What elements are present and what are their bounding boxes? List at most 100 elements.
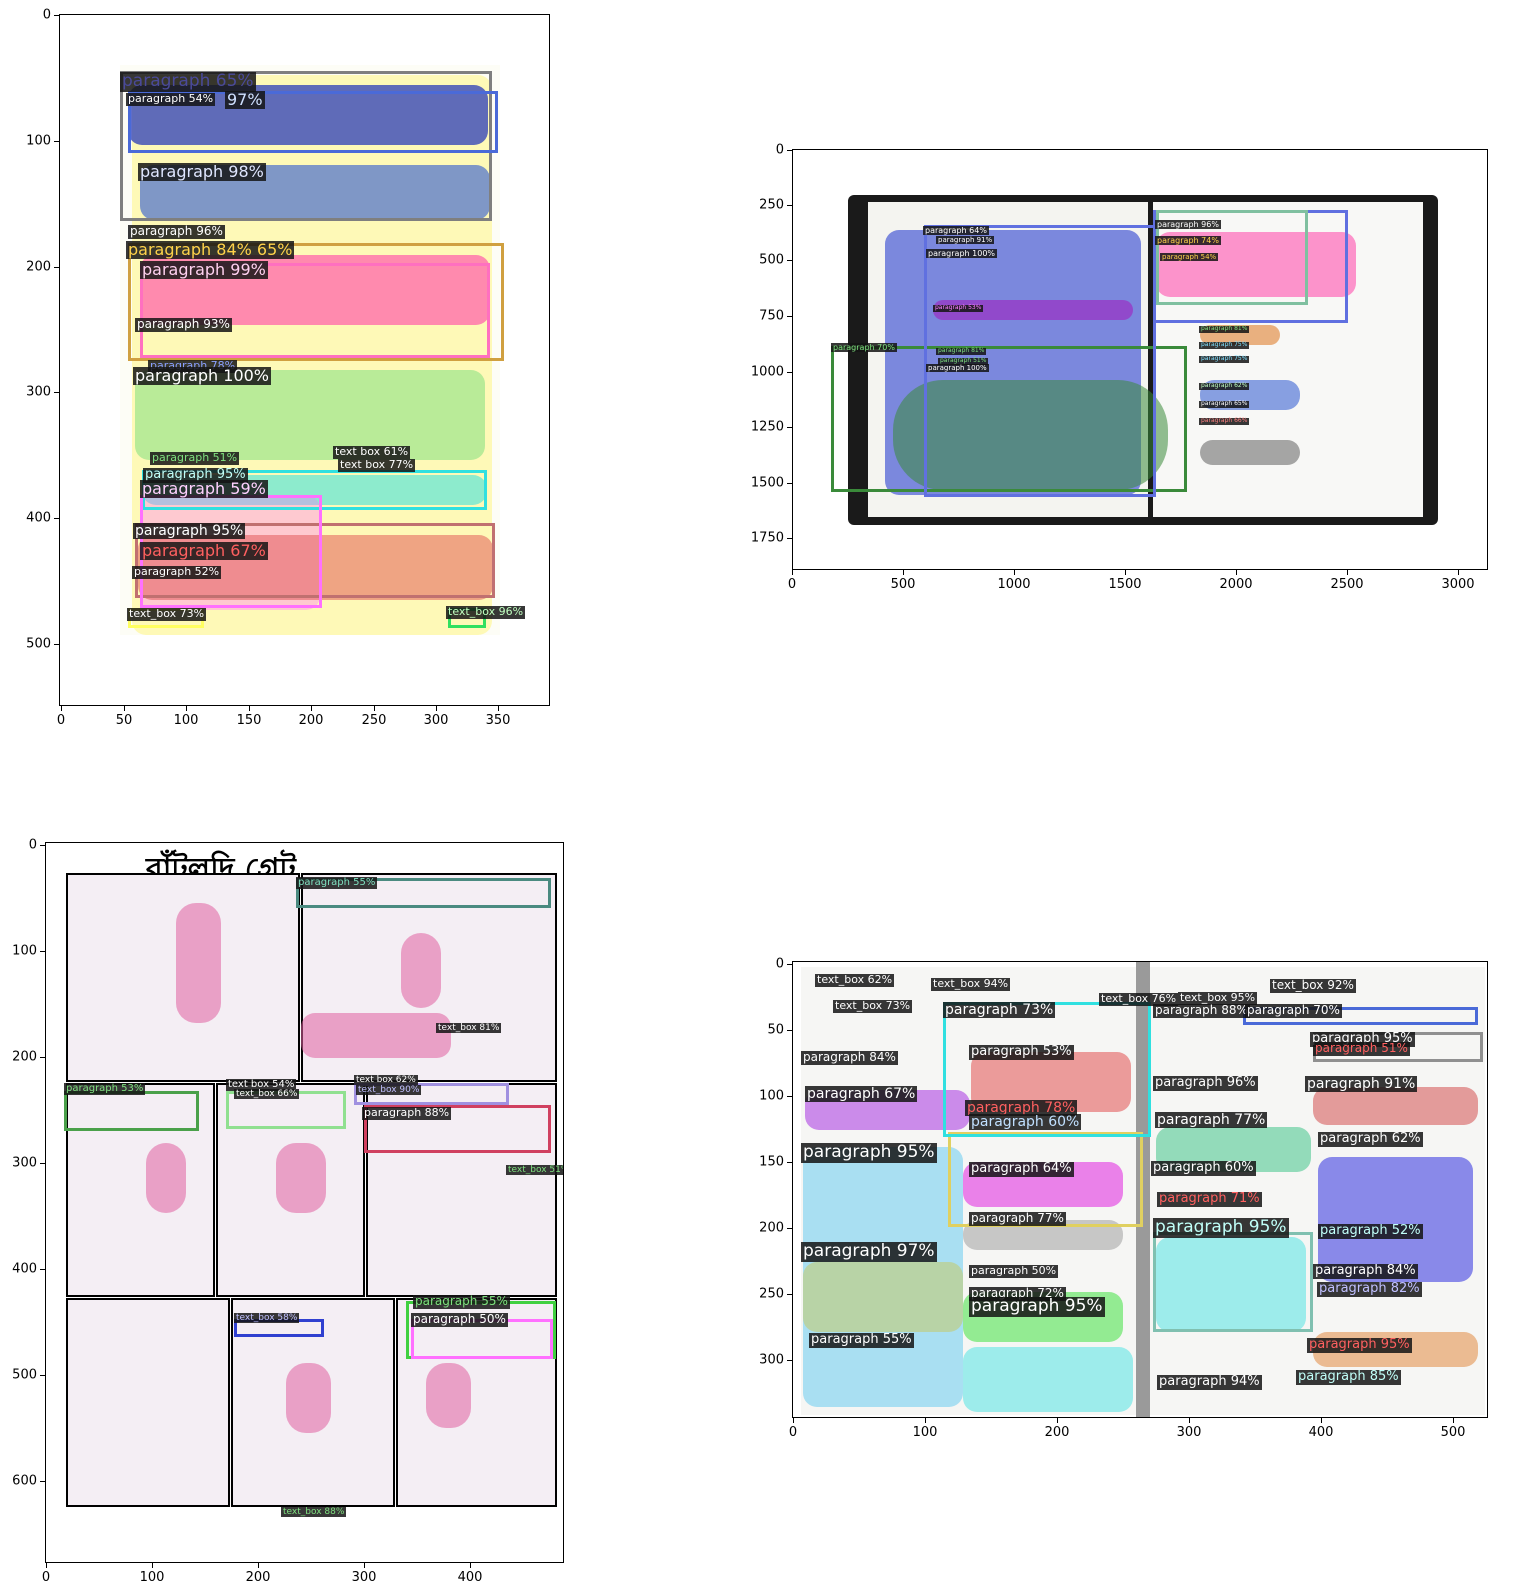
detection-label: paragraph 81% bbox=[936, 347, 987, 355]
detection-label: paragraph 59% bbox=[140, 479, 268, 499]
detection-label: paragraph 96% bbox=[1153, 1075, 1258, 1091]
y-tick-label: 50 bbox=[767, 1022, 784, 1038]
detection-label: paragraph 62% bbox=[1199, 382, 1250, 390]
x-tick-label: 500 bbox=[1440, 1425, 1466, 1440]
detection-label: paragraph 71% bbox=[1157, 1191, 1262, 1207]
x-tick-mark bbox=[436, 706, 437, 711]
y-tick-mark bbox=[787, 1162, 792, 1163]
x-tick-mark bbox=[1125, 570, 1126, 575]
x-tick-mark bbox=[792, 570, 793, 575]
box-teal-right bbox=[1156, 210, 1308, 305]
detection-label: text_box 66% bbox=[234, 1089, 300, 1100]
detection-label: paragraph 98% bbox=[138, 162, 266, 182]
box-rose bbox=[135, 523, 495, 598]
x-tick-label: 100 bbox=[912, 1425, 938, 1440]
detection-label: paragraph 55% bbox=[296, 877, 378, 889]
detection-label: 97% bbox=[225, 90, 265, 110]
detection-label: paragraph 65% bbox=[120, 71, 256, 92]
x-tick-label: 1000 bbox=[997, 577, 1031, 592]
y-tick-mark bbox=[54, 267, 59, 268]
y-tick-label: 400 bbox=[26, 510, 51, 526]
y-tick-label: 750 bbox=[759, 308, 784, 324]
mask-pink-figure-1 bbox=[176, 903, 221, 1023]
y-tick-label: 250 bbox=[759, 197, 784, 213]
detection-label: paragraph 88% bbox=[1153, 1003, 1250, 1018]
x-tick-label: 350 bbox=[485, 713, 511, 728]
x-tick-mark bbox=[1321, 1418, 1322, 1423]
detection-label: text box 61% bbox=[333, 445, 411, 459]
detection-label: paragraph 74% bbox=[1155, 236, 1221, 246]
detection-label: text_box 73% bbox=[127, 607, 207, 621]
x-tick-mark bbox=[793, 1418, 794, 1423]
y-tick-label: 200 bbox=[759, 1220, 784, 1236]
box-green-a bbox=[64, 1091, 199, 1131]
y-tick-label: 300 bbox=[759, 1352, 784, 1368]
detection-label: paragraph 88% bbox=[362, 1106, 452, 1120]
detection-label: text_box 81% bbox=[436, 1023, 502, 1034]
detection-label: paragraph 97% bbox=[801, 1241, 937, 1262]
x-tick-label: 100 bbox=[173, 713, 199, 728]
y-tick-label: 0 bbox=[28, 837, 37, 853]
detection-label: text_box 94% bbox=[931, 977, 1011, 991]
detection-label: paragraph 51% bbox=[938, 357, 989, 365]
detection-label: paragraph 52% bbox=[1318, 1223, 1423, 1239]
y-tick-label: 0 bbox=[42, 7, 51, 23]
y-tick-label: 100 bbox=[12, 943, 37, 959]
detection-label: paragraph 52% bbox=[132, 565, 222, 579]
box-teal bbox=[296, 878, 551, 908]
detection-label: paragraph 81% bbox=[1199, 325, 1250, 333]
axes-top-right: paragraph 64% paragraph 91% paragraph 100%… bbox=[792, 149, 1488, 570]
detection-label: paragraph 55% bbox=[809, 1332, 914, 1348]
detection-label: paragraph 100% bbox=[926, 364, 989, 373]
x-tick-mark bbox=[374, 706, 375, 711]
x-tick-mark bbox=[470, 1563, 471, 1568]
y-tick-mark bbox=[54, 15, 59, 16]
detection-label: paragraph 64% bbox=[923, 226, 989, 236]
mask-pink-figure-6 bbox=[426, 1363, 471, 1428]
y-tick-label: 1000 bbox=[750, 364, 784, 380]
detection-label: paragraph 54% bbox=[126, 92, 216, 106]
detection-label: paragraph 53% bbox=[64, 1083, 146, 1095]
detection-label: text_box 58% bbox=[234, 1313, 300, 1324]
y-tick-label: 1500 bbox=[750, 475, 784, 491]
spread-spine bbox=[1136, 962, 1150, 1417]
mask-cyan-c bbox=[963, 1347, 1133, 1412]
detection-label: text_box 51% bbox=[506, 1165, 563, 1176]
box-green-left bbox=[831, 346, 1187, 492]
detection-label: paragraph 84% 65% bbox=[126, 240, 295, 260]
y-tick-label: 600 bbox=[12, 1473, 37, 1489]
detection-label: text_box 88% bbox=[281, 1507, 347, 1518]
detection-label: text_box 73% bbox=[833, 999, 913, 1013]
y-tick-mark bbox=[787, 427, 792, 428]
x-tick-label: 1500 bbox=[1108, 577, 1142, 592]
y-tick-label: 500 bbox=[12, 1367, 37, 1383]
x-tick-mark bbox=[152, 1563, 153, 1568]
detection-label: paragraph 67% bbox=[805, 1086, 918, 1103]
y-tick-mark bbox=[787, 205, 792, 206]
comic-frame-8 bbox=[396, 1298, 557, 1507]
y-tick-mark bbox=[787, 150, 792, 151]
y-tick-mark bbox=[54, 392, 59, 393]
x-tick-mark bbox=[1057, 1418, 1058, 1423]
detection-label: paragraph 53% bbox=[969, 1044, 1074, 1060]
x-tick-label: 300 bbox=[1176, 1425, 1202, 1440]
y-tick-mark bbox=[54, 141, 59, 142]
y-tick-mark bbox=[54, 518, 59, 519]
detection-label: paragraph 94% bbox=[1157, 1374, 1262, 1390]
y-tick-label: 300 bbox=[12, 1155, 37, 1171]
detection-label: paragraph 53% bbox=[933, 304, 984, 312]
x-tick-label: 0 bbox=[41, 1570, 51, 1585]
y-tick-mark bbox=[40, 845, 45, 846]
detection-label: paragraph 96% bbox=[1155, 220, 1221, 230]
y-tick-mark bbox=[787, 1096, 792, 1097]
detection-label: paragraph 54% bbox=[1160, 253, 1219, 262]
x-tick-mark bbox=[903, 570, 904, 575]
x-tick-label: 250 bbox=[361, 713, 387, 728]
axes-bottom-right: text_box 62% text_box 94% text_box 92% text… bbox=[792, 961, 1488, 1418]
x-tick-label: 200 bbox=[245, 1570, 271, 1585]
y-tick-mark bbox=[787, 1030, 792, 1031]
y-tick-label: 250 bbox=[759, 1286, 784, 1302]
detection-label: paragraph 66% bbox=[1199, 417, 1250, 425]
detection-label: text_box 76% bbox=[1099, 992, 1179, 1006]
x-tick-mark bbox=[498, 706, 499, 711]
